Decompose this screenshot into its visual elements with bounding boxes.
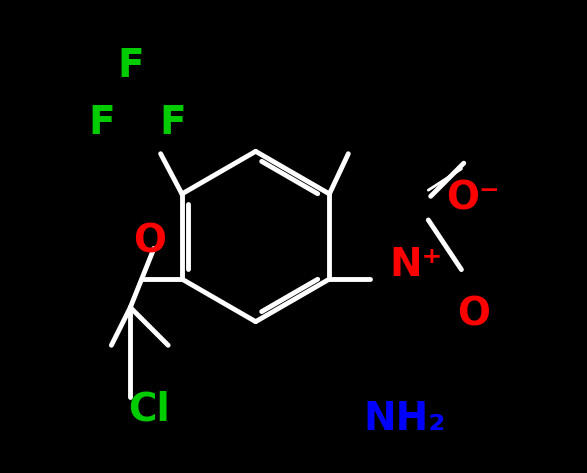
- Text: F: F: [89, 104, 115, 142]
- Text: NH₂: NH₂: [363, 400, 446, 438]
- Text: F: F: [160, 104, 186, 142]
- Text: O: O: [133, 222, 166, 260]
- Text: F: F: [117, 47, 144, 85]
- Text: N⁺: N⁺: [390, 246, 443, 284]
- Text: Cl: Cl: [129, 390, 170, 428]
- Text: O⁻: O⁻: [447, 180, 500, 218]
- Text: O: O: [457, 296, 490, 333]
